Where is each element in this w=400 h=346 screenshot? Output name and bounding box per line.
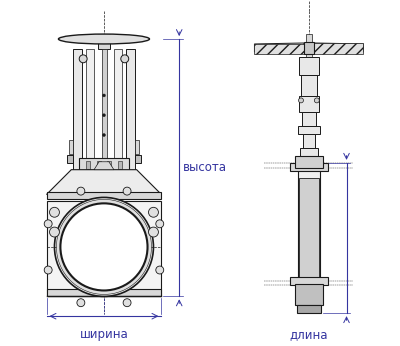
- Bar: [300, 148, 318, 156]
- Circle shape: [121, 55, 129, 63]
- Circle shape: [77, 187, 85, 195]
- Circle shape: [50, 227, 60, 237]
- Bar: [290, 276, 328, 284]
- Bar: [114, 49, 122, 160]
- Circle shape: [148, 227, 158, 237]
- Bar: [303, 134, 315, 148]
- Circle shape: [148, 207, 158, 217]
- Text: ширина: ширина: [80, 328, 128, 341]
- Bar: [301, 75, 317, 97]
- Bar: [46, 192, 161, 199]
- Circle shape: [60, 203, 148, 291]
- Bar: [86, 49, 94, 160]
- Bar: [79, 158, 129, 177]
- Bar: [297, 305, 321, 313]
- Text: высота: высота: [183, 161, 227, 174]
- Bar: [302, 112, 316, 126]
- Bar: [126, 49, 135, 170]
- Bar: [118, 161, 122, 169]
- Bar: [299, 57, 319, 75]
- Bar: [102, 49, 107, 170]
- Circle shape: [102, 94, 106, 97]
- Bar: [295, 156, 323, 168]
- Circle shape: [44, 266, 52, 274]
- Bar: [306, 34, 312, 185]
- Circle shape: [54, 198, 154, 297]
- Circle shape: [298, 98, 304, 103]
- Bar: [299, 97, 319, 112]
- Bar: [98, 39, 110, 49]
- Circle shape: [123, 299, 131, 307]
- Bar: [97, 161, 101, 169]
- Bar: [107, 161, 111, 169]
- Circle shape: [123, 187, 131, 195]
- Polygon shape: [254, 43, 304, 53]
- Circle shape: [79, 55, 87, 63]
- Circle shape: [102, 114, 106, 117]
- Bar: [46, 290, 161, 297]
- Bar: [86, 161, 90, 169]
- Circle shape: [56, 199, 152, 294]
- Circle shape: [60, 203, 148, 291]
- Bar: [73, 49, 82, 170]
- Circle shape: [77, 299, 85, 307]
- Bar: [69, 140, 73, 154]
- Bar: [298, 126, 320, 134]
- Bar: [299, 177, 319, 281]
- Ellipse shape: [58, 34, 150, 44]
- Bar: [98, 34, 110, 39]
- Bar: [290, 163, 328, 171]
- Circle shape: [156, 220, 164, 228]
- Polygon shape: [94, 162, 114, 170]
- Polygon shape: [46, 170, 161, 194]
- Bar: [135, 140, 139, 154]
- Bar: [295, 283, 323, 305]
- Bar: [46, 201, 161, 297]
- Bar: [135, 155, 140, 163]
- Circle shape: [102, 134, 106, 137]
- Bar: [314, 43, 363, 54]
- Circle shape: [314, 98, 319, 103]
- Bar: [254, 44, 304, 54]
- Polygon shape: [314, 43, 363, 53]
- Circle shape: [44, 220, 52, 228]
- Bar: [304, 42, 314, 54]
- Bar: [67, 155, 73, 163]
- Circle shape: [50, 207, 60, 217]
- Bar: [298, 168, 320, 281]
- Text: длина: длина: [290, 328, 328, 341]
- Circle shape: [156, 266, 164, 274]
